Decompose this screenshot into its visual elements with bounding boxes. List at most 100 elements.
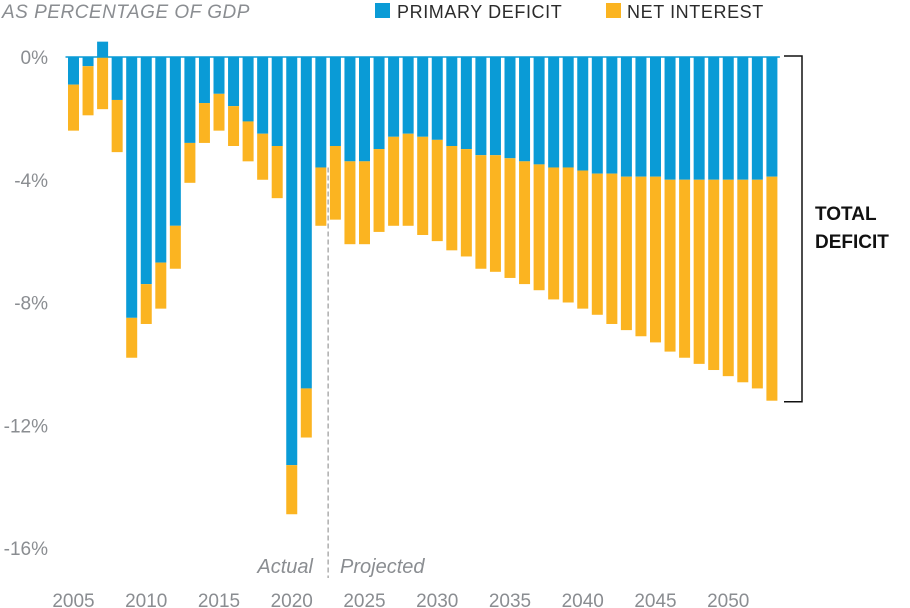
bar-net-interest-2011: [155, 262, 167, 309]
y-tick-label: 0%: [21, 48, 49, 69]
bar-primary-deficit-2050: [722, 57, 734, 180]
bar-primary-deficit-2034: [489, 57, 501, 156]
bar-primary-deficit-2043: [620, 57, 632, 177]
bar-net-interest-2014: [198, 103, 210, 143]
x-tick-label: 2035: [489, 591, 531, 608]
bar-net-interest-2031: [446, 145, 458, 251]
bar-primary-deficit-2053: [766, 57, 778, 177]
x-tick-label: 2040: [562, 591, 604, 608]
bar-primary-deficit-2049: [708, 57, 720, 180]
bar-primary-deficit-2027: [388, 57, 400, 137]
bar-primary-deficit-2025: [359, 57, 370, 162]
bar-net-interest-2029: [417, 136, 429, 235]
bar-net-interest-2036: [519, 161, 531, 285]
legend-label-primary: PRIMARY DEFICIT: [397, 2, 562, 22]
legend-swatch-primary: [375, 3, 390, 18]
bar-net-interest-2028: [402, 133, 414, 226]
bar-primary-deficit-2029: [417, 57, 429, 137]
bar-primary-deficit-2011: [155, 57, 167, 263]
bar-net-interest-2045: [650, 176, 661, 343]
bar-primary-deficit-2040: [577, 57, 589, 171]
bar-net-interest-2013: [184, 142, 196, 183]
bar-net-interest-2050: [722, 179, 734, 377]
bar-primary-deficit-2005: [68, 57, 79, 85]
projected-label: Projected: [340, 556, 425, 578]
x-tick-label: 2025: [343, 591, 385, 608]
bar-primary-deficit-2041: [591, 57, 603, 174]
y-tick-label: -8%: [14, 294, 48, 315]
bar-net-interest-2005: [68, 84, 79, 131]
x-tick-label: 2050: [707, 591, 749, 608]
bar-primary-deficit-2033: [475, 57, 487, 156]
bar-primary-deficit-2020: [286, 57, 298, 466]
bar-primary-deficit-2047: [679, 57, 691, 180]
bar-primary-deficit-2019: [271, 57, 283, 146]
bar-primary-deficit-2042: [606, 57, 618, 174]
bar-net-interest-2046: [664, 179, 676, 352]
bar-primary-deficit-2016: [228, 57, 240, 107]
y-tick-label: -12%: [4, 416, 48, 437]
bar-net-interest-2040: [577, 170, 589, 309]
bar-net-interest-2019: [271, 145, 283, 199]
legend-label-interest: NET INTEREST: [627, 2, 764, 22]
x-tick-label: 2030: [416, 591, 458, 608]
bar-primary-deficit-2024: [344, 57, 356, 162]
bar-net-interest-2048: [693, 179, 705, 364]
bar-net-interest-2006: [82, 66, 94, 116]
bar-net-interest-2044: [635, 176, 647, 337]
bar-net-interest-2015: [213, 93, 225, 131]
bar-primary-deficit-2007: [97, 41, 109, 57]
bar-net-interest-2042: [606, 173, 618, 324]
bar-primary-deficit-2028: [402, 57, 414, 134]
bar-primary-deficit-2052: [751, 57, 763, 180]
x-tick-label: 2015: [198, 591, 240, 608]
legend-swatch-interest: [606, 3, 621, 18]
bar-net-interest-2009: [126, 317, 138, 358]
bar-net-interest-2017: [242, 121, 254, 162]
y-tick-label: -16%: [4, 539, 48, 560]
bar-primary-deficit-2018: [257, 57, 269, 134]
bar-net-interest-2022: [315, 167, 327, 226]
bar-primary-deficit-2010: [140, 57, 152, 285]
bar-primary-deficit-2013: [184, 57, 196, 143]
bar-net-interest-2033: [475, 155, 487, 269]
bar-net-interest-2025: [359, 161, 370, 245]
bar-primary-deficit-2046: [664, 57, 676, 180]
bar-net-interest-2039: [562, 167, 574, 303]
bar-primary-deficit-2008: [111, 57, 123, 100]
total-deficit-label-line1: TOTAL: [815, 204, 877, 225]
bar-primary-deficit-2031: [446, 57, 458, 146]
bar-primary-deficit-2044: [635, 57, 647, 177]
x-axis: 2005 2010 2015 2020 2025 2030 2035 2040 2045 2050: [52, 591, 749, 608]
bar-primary-deficit-2012: [169, 57, 181, 226]
bar-net-interest-2024: [344, 161, 356, 245]
bar-primary-deficit-2039: [562, 57, 574, 168]
bar-net-interest-2051: [737, 179, 749, 383]
bar-primary-deficit-2017: [242, 57, 254, 122]
bar-net-interest-2052: [751, 179, 763, 389]
bar-net-interest-2049: [708, 179, 720, 371]
bar-primary-deficit-2038: [548, 57, 560, 168]
legend: PRIMARY DEFICIT NET INTEREST: [375, 2, 764, 22]
bar-primary-deficit-2036: [519, 57, 531, 162]
x-tick-label: 2010: [125, 591, 167, 608]
chart-subtitle: AS PERCENTAGE OF GDP: [1, 2, 250, 23]
bar-net-interest-2010: [140, 284, 152, 324]
bar-net-interest-2043: [620, 176, 632, 331]
bar-primary-deficit-2026: [373, 57, 385, 150]
x-tick-label: 2045: [634, 591, 676, 608]
bar-primary-deficit-2048: [693, 57, 705, 180]
bar-net-interest-2041: [591, 173, 603, 315]
bar-net-interest-2023: [329, 145, 341, 220]
x-tick-label: 2020: [271, 591, 313, 608]
bar-primary-deficit-2051: [737, 57, 749, 180]
bar-primary-deficit-2015: [213, 57, 225, 94]
total-deficit-bracket: [784, 55, 803, 403]
total-deficit-label-line2: DEFICIT: [815, 232, 889, 253]
bar-net-interest-2021: [300, 388, 312, 438]
bar-primary-deficit-2032: [460, 57, 472, 150]
bar-primary-deficit-2023: [329, 57, 341, 146]
bar-net-interest-2038: [548, 167, 560, 300]
bars: [68, 41, 778, 515]
actual-label: Actual: [256, 556, 313, 578]
